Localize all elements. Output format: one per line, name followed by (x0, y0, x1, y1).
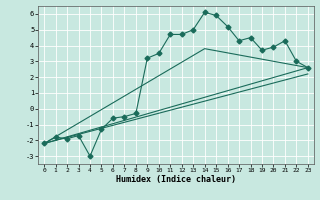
X-axis label: Humidex (Indice chaleur): Humidex (Indice chaleur) (116, 175, 236, 184)
